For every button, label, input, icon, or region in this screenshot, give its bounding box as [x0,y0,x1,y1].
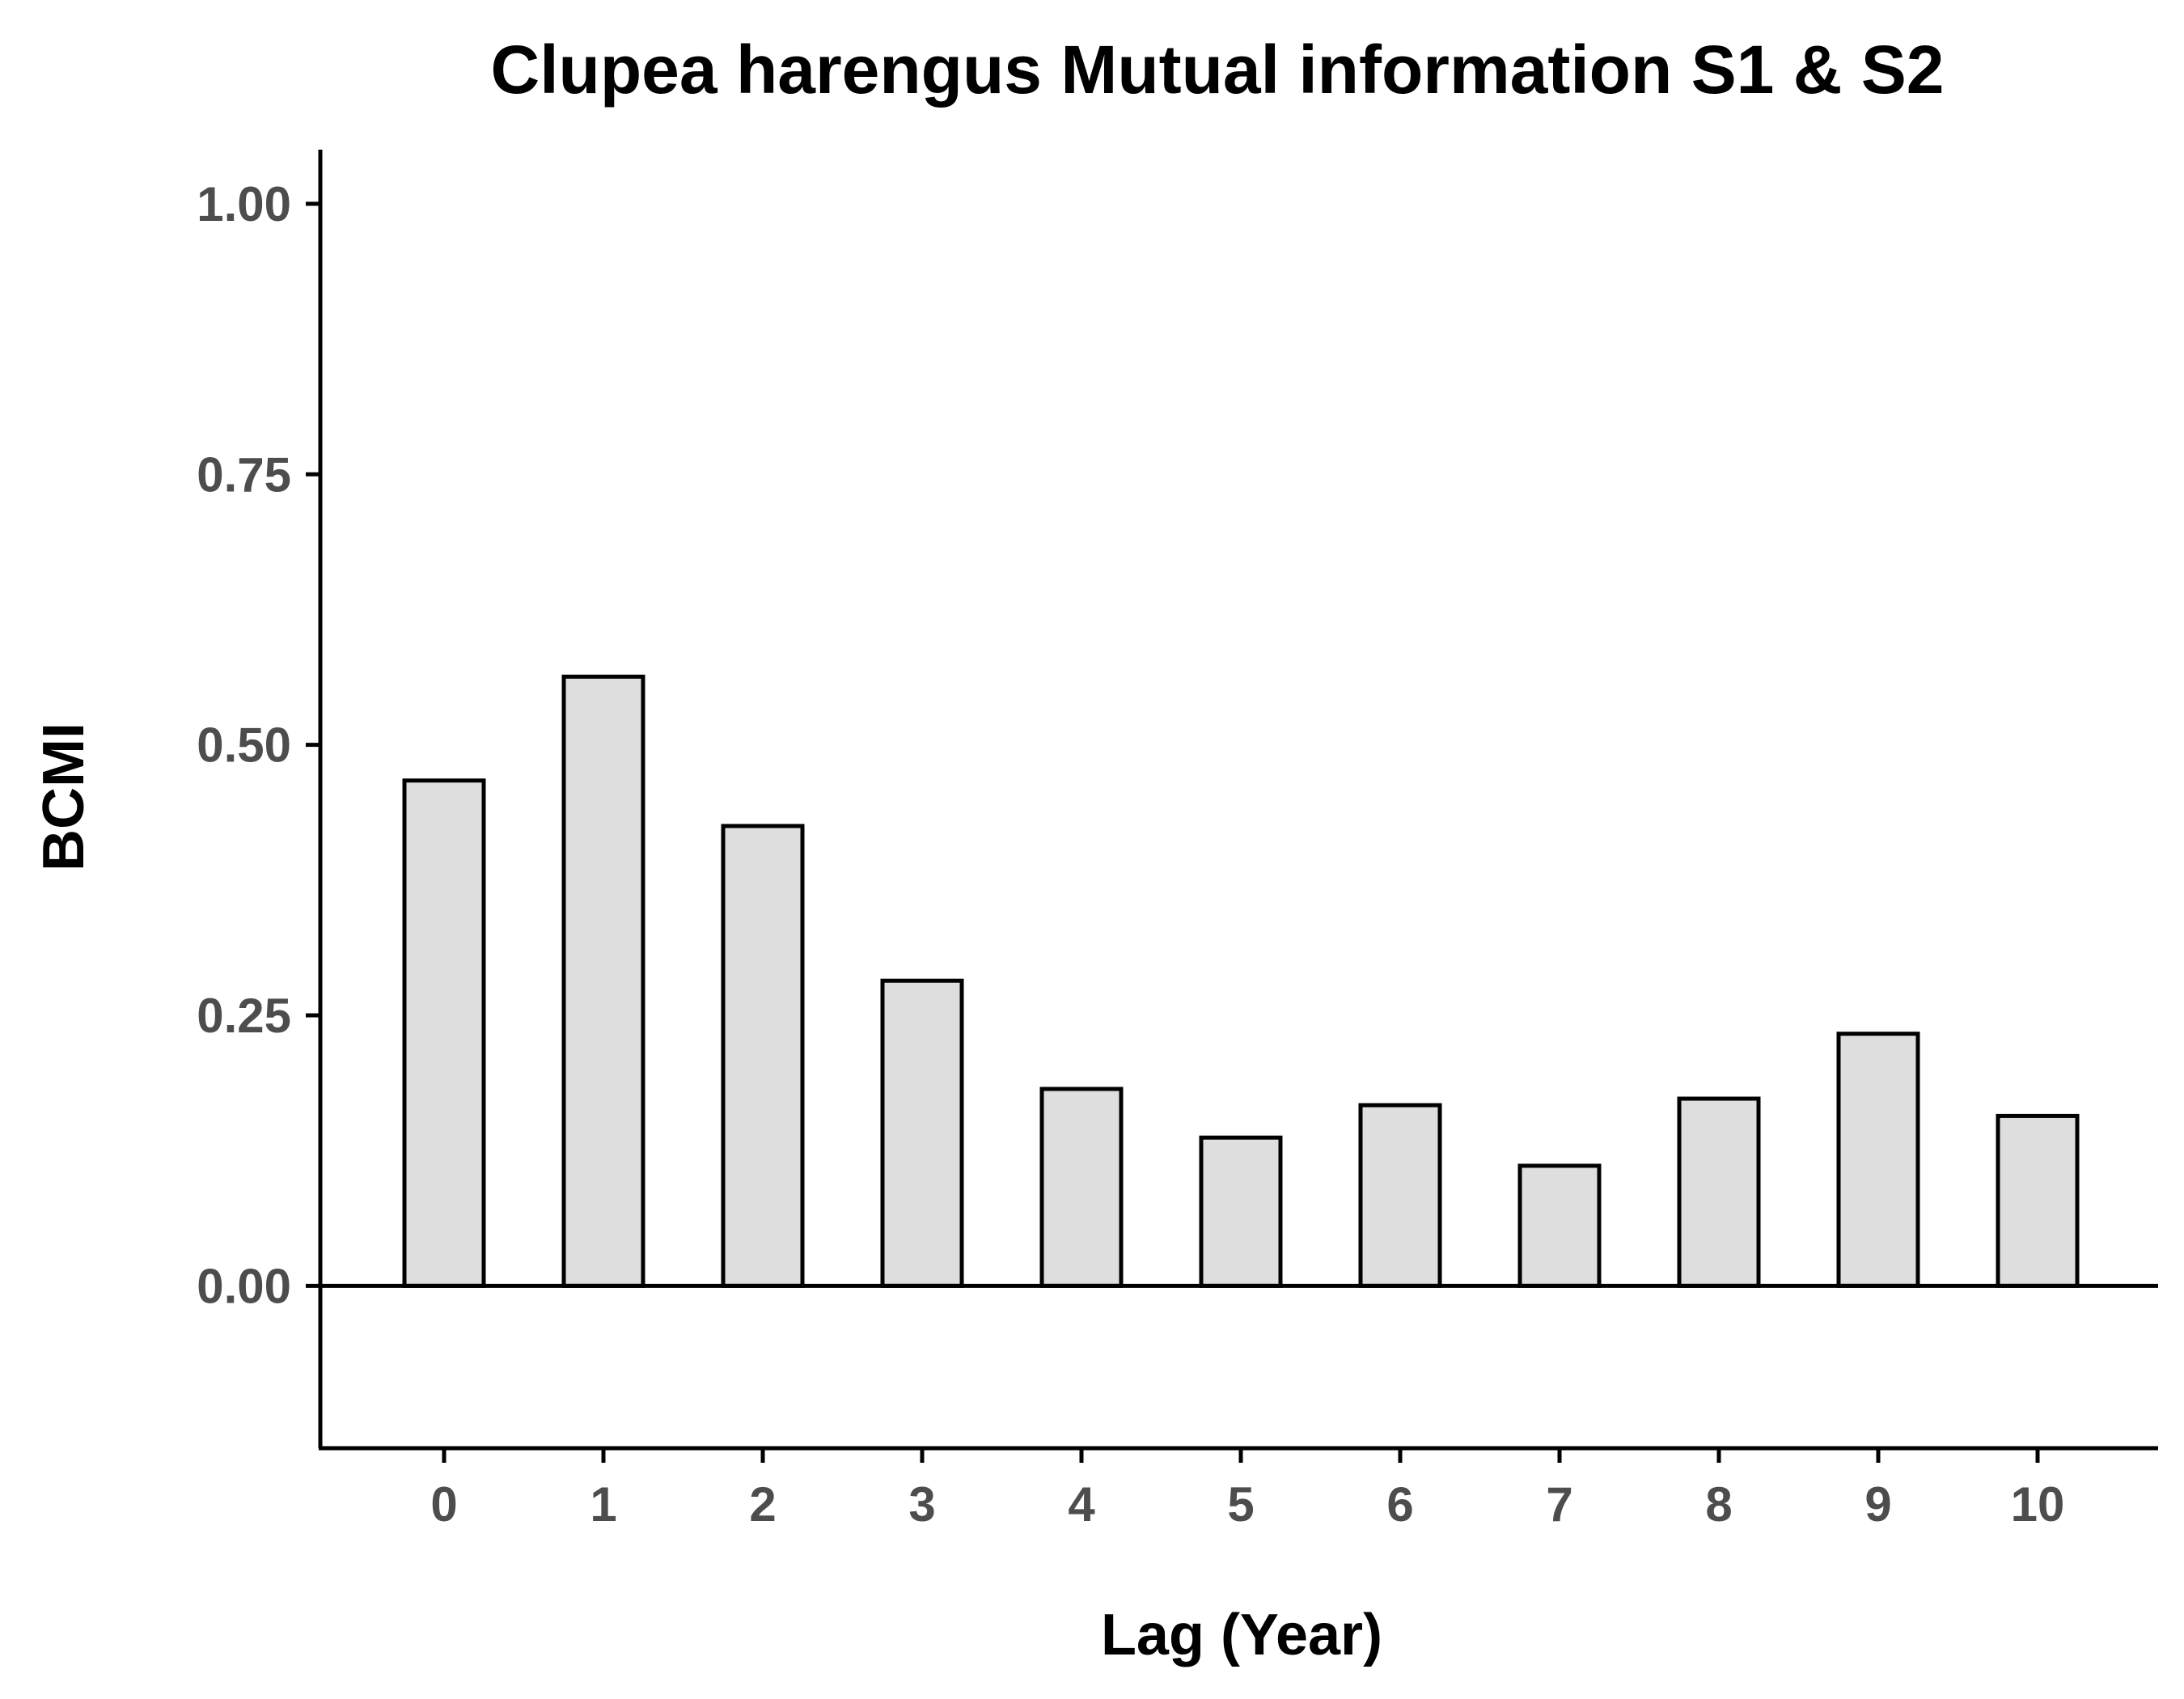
chart-title: Clupea harengus Mutual information S1 & … [491,32,1945,108]
x-tick-label: 3 [908,1477,935,1532]
bar-lag-0 [402,778,486,1288]
y-tick-label: 0.25 [197,989,291,1043]
bar-lag-8 [1677,1096,1761,1288]
x-tick-label: 1 [590,1477,616,1532]
y-tick-label: 0.50 [197,718,291,773]
y-tick-label: 0.75 [197,447,291,502]
x-tick-label: 6 [1386,1477,1413,1532]
bar-lag-2 [721,824,805,1288]
x-tick-label: 5 [1227,1477,1254,1532]
y-axis-title: BCMI [32,722,96,871]
bar-lag-3 [880,978,964,1288]
bar-lag-5 [1199,1135,1283,1288]
x-tick-label: 0 [430,1477,457,1532]
x-tick-label: 2 [749,1477,776,1532]
y-tick-label: 0.00 [197,1259,291,1313]
x-tick-label: 9 [1864,1477,1891,1532]
y-tick-label: 1.00 [197,177,291,231]
bar-lag-7 [1517,1163,1602,1288]
bar-lag-4 [1039,1087,1124,1288]
x-tick-label: 7 [1546,1477,1572,1532]
x-tick-label: 8 [1705,1477,1732,1532]
bar-lag-6 [1358,1103,1442,1288]
bar-lag-9 [1836,1032,1920,1288]
bar-lag-1 [561,674,645,1288]
bar-lag-10 [1996,1113,2080,1288]
x-tick-label: 4 [1068,1477,1095,1532]
x-tick-label: 10 [2011,1477,2065,1532]
x-axis-title: Lag (Year) [1101,1603,1382,1667]
plot-area: 0.00 0.25 0.50 0.75 1.00 0 1 2 3 4 5 6 7 8 9 10 [197,150,2158,1532]
